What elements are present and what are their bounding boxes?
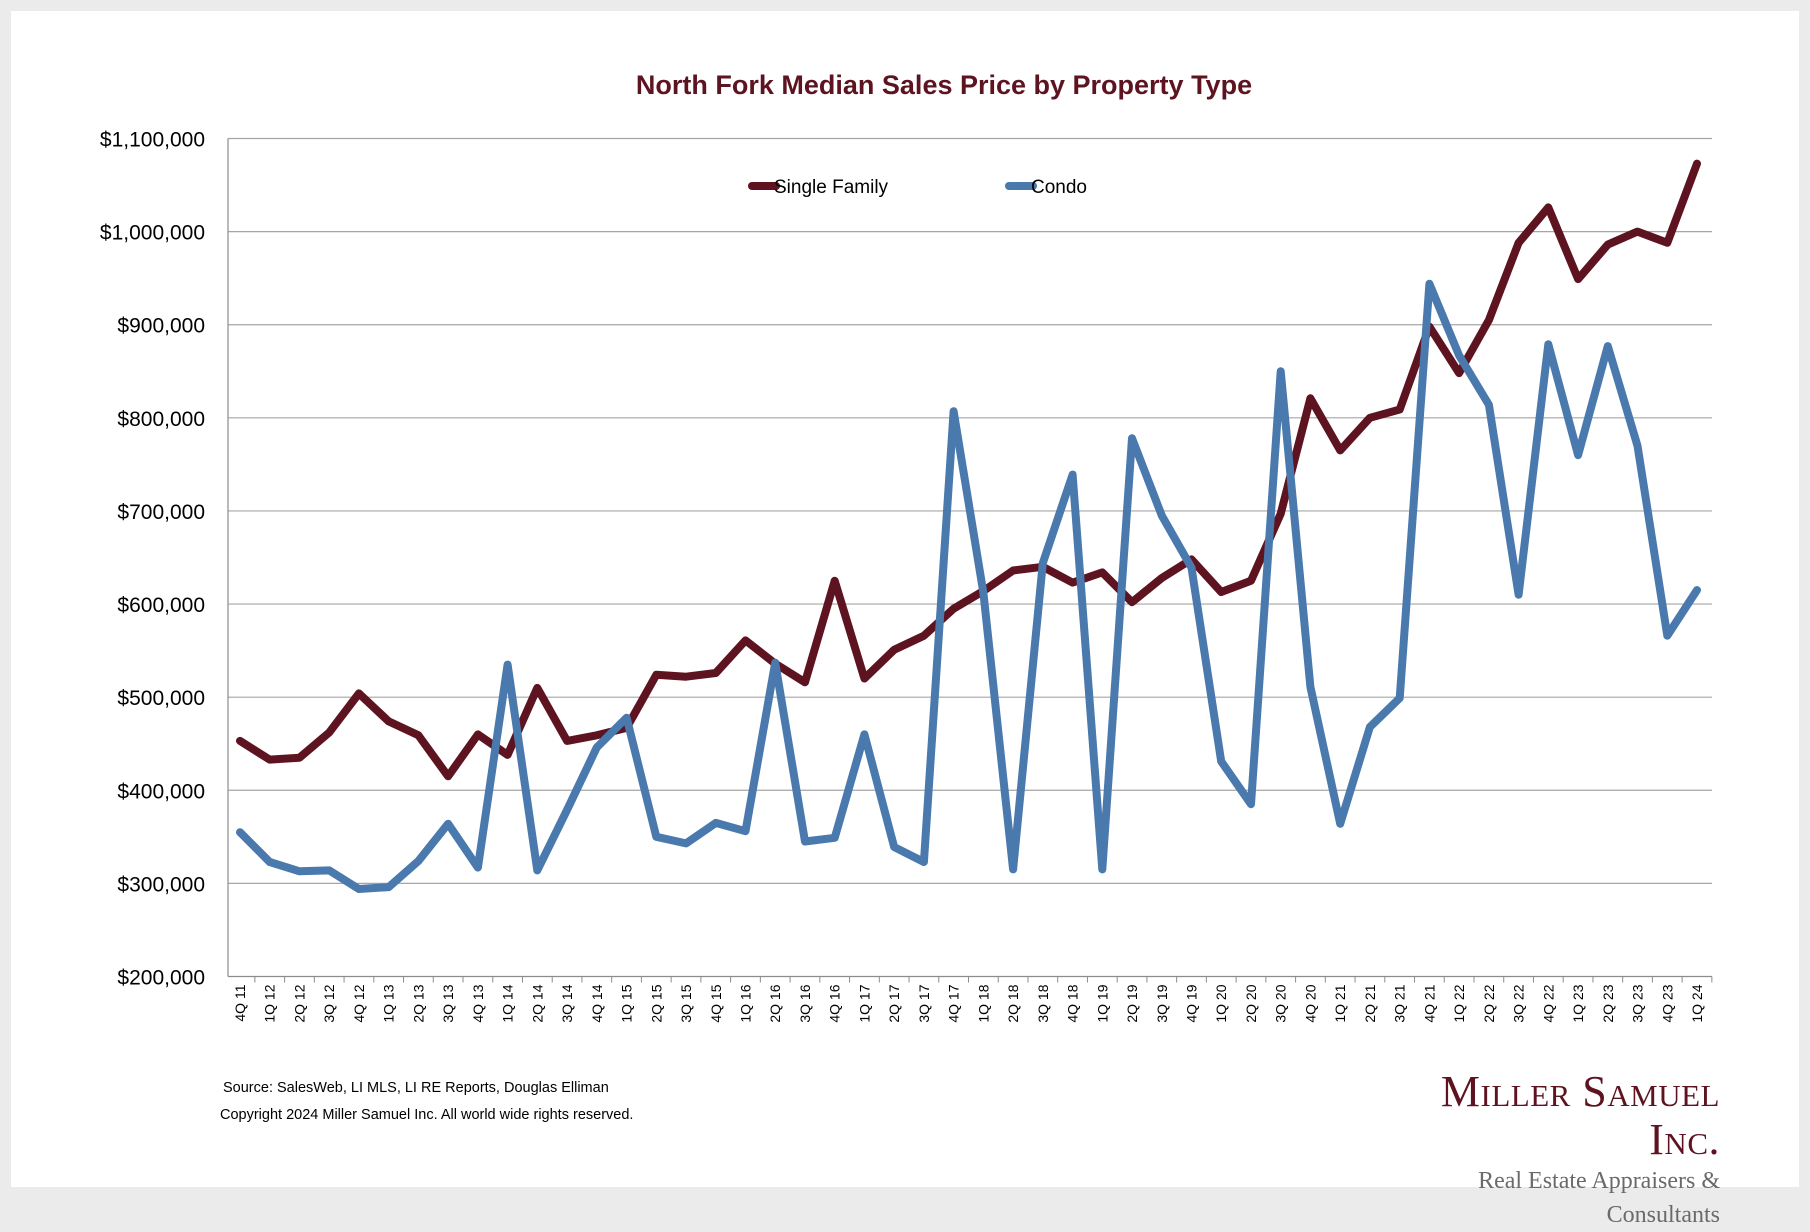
- y-tick-label: $200,000: [117, 967, 205, 990]
- x-tick-label: 4Q 23: [1659, 984, 1675, 1022]
- x-tick-label: 3Q 16: [797, 984, 813, 1022]
- x-tick-label: 4Q 14: [589, 984, 605, 1022]
- x-tick-label: 1Q 13: [381, 984, 397, 1022]
- x-tick-label: 1Q 12: [262, 984, 278, 1022]
- series-line-condo: [240, 284, 1697, 889]
- x-tick-label: 4Q 16: [827, 984, 843, 1022]
- x-tick-label: 1Q 14: [500, 984, 516, 1022]
- y-tick-label: $600,000: [117, 594, 205, 617]
- x-tick-label: 1Q 15: [619, 984, 635, 1022]
- x-tick-label: 4Q 13: [470, 984, 486, 1022]
- x-tick-label: 3Q 21: [1392, 984, 1408, 1022]
- x-tick-label: 2Q 21: [1362, 984, 1378, 1022]
- x-tick-label: 4Q 17: [946, 984, 962, 1022]
- x-tick-label: 3Q 13: [440, 984, 456, 1022]
- x-tick-label: 1Q 19: [1094, 984, 1110, 1022]
- x-tick-label: 3Q 17: [916, 984, 932, 1022]
- x-tick-label: 4Q 19: [1184, 984, 1200, 1022]
- y-tick-label: $400,000: [117, 780, 205, 803]
- y-tick-label: $300,000: [117, 873, 205, 896]
- x-tick-label: 2Q 22: [1481, 984, 1497, 1022]
- x-tick-label: 3Q 22: [1511, 984, 1527, 1022]
- logo-name: Miller Samuel Inc.: [1360, 1068, 1720, 1164]
- x-tick-label: 4Q 20: [1302, 984, 1318, 1022]
- x-tick-label: 4Q 11: [232, 984, 248, 1021]
- x-tick-label: 3Q 14: [559, 984, 575, 1022]
- y-tick-label: $900,000: [117, 315, 205, 338]
- x-tick-label: 2Q 16: [767, 984, 783, 1022]
- x-tick-label: 4Q 18: [1065, 984, 1081, 1022]
- x-tick-label: 2Q 12: [291, 984, 307, 1022]
- x-tick-label: 2Q 23: [1600, 984, 1616, 1022]
- x-tick-label: 3Q 23: [1630, 984, 1646, 1022]
- miller-samuel-logo: Miller Samuel Inc. Real Estate Appraiser…: [1360, 1068, 1720, 1232]
- x-tick-label: 3Q 15: [678, 984, 694, 1022]
- legend-label: Condo: [1031, 177, 1087, 198]
- legend-label: Single Family: [774, 177, 889, 198]
- x-tick-label: 1Q 23: [1570, 984, 1586, 1022]
- x-tick-label: 2Q 20: [1243, 984, 1259, 1022]
- y-tick-label: $700,000: [117, 501, 205, 524]
- x-tick-label: 1Q 16: [737, 984, 753, 1022]
- x-tick-label: 4Q 15: [708, 984, 724, 1022]
- x-tick-label: 3Q 18: [1035, 984, 1051, 1022]
- x-tick-label: 1Q 17: [856, 984, 872, 1022]
- x-tick-label: 1Q 24: [1689, 984, 1705, 1022]
- x-tick-label: 1Q 18: [975, 984, 991, 1022]
- source-note: Source: SalesWeb, LI MLS, LI RE Reports,…: [223, 1080, 609, 1096]
- series-line-single-family: [240, 164, 1697, 777]
- y-tick-label: $1,000,000: [100, 222, 205, 245]
- x-tick-label: 2Q 17: [886, 984, 902, 1022]
- x-tick-label: 1Q 22: [1451, 984, 1467, 1022]
- x-tick-label: 2Q 15: [648, 984, 664, 1022]
- x-tick-label: 2Q 19: [1124, 984, 1140, 1022]
- x-tick-label: 4Q 21: [1421, 984, 1437, 1022]
- x-tick-label: 1Q 21: [1332, 984, 1348, 1022]
- x-tick-label: 3Q 12: [321, 984, 337, 1022]
- x-tick-label: 2Q 14: [529, 984, 545, 1022]
- x-tick-label: 1Q 20: [1213, 984, 1229, 1022]
- x-tick-label: 4Q 22: [1540, 984, 1556, 1022]
- x-tick-label: 3Q 19: [1154, 984, 1170, 1022]
- x-tick-label: 3Q 20: [1273, 984, 1289, 1022]
- line-chart: North Fork Median Sales Price by Propert…: [0, 0, 1810, 1198]
- y-tick-label: $1,100,000: [100, 129, 205, 152]
- y-tick-label: $500,000: [117, 687, 205, 710]
- chart-title: North Fork Median Sales Price by Propert…: [636, 70, 1252, 100]
- x-tick-label: 2Q 13: [410, 984, 426, 1022]
- copyright-note: Copyright 2024 Miller Samuel Inc. All wo…: [220, 1107, 633, 1123]
- x-tick-label: 4Q 12: [351, 984, 367, 1022]
- y-tick-label: $800,000: [117, 408, 205, 431]
- logo-tagline: Real Estate Appraisers & Consultants: [1360, 1164, 1720, 1232]
- x-tick-label: 2Q 18: [1005, 984, 1021, 1022]
